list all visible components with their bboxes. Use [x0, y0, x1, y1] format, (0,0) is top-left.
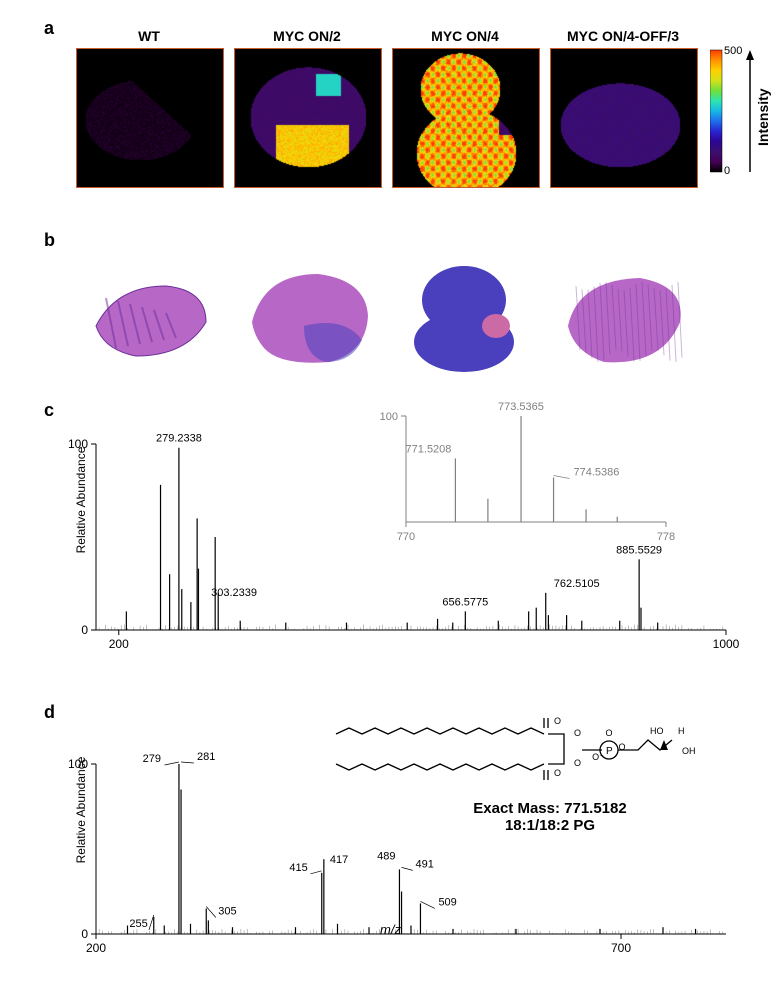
col-header-2: MYC ON/4: [392, 28, 538, 44]
heatmap-myc_on_2: [234, 48, 382, 188]
panel-d-ylabel: Relative Abundance: [74, 730, 88, 890]
heatmap-wt: [76, 48, 224, 188]
panel-d-annotation: Exact Mass: 771.5182 18:1/18:2 PG: [430, 800, 670, 834]
col-header-0: WT: [76, 28, 222, 44]
svg-text:O: O: [605, 728, 612, 738]
svg-text:489: 489: [377, 850, 395, 862]
heatmap-myc_on_4: [392, 48, 540, 188]
lipid-structure: OOOOPOO⁻OHOHOH: [330, 710, 730, 796]
svg-text:656.5775: 656.5775: [442, 596, 488, 608]
svg-text:200: 200: [86, 941, 106, 955]
svg-text:0: 0: [81, 623, 88, 637]
svg-text:279: 279: [143, 753, 161, 765]
svg-text:279.2338: 279.2338: [156, 433, 202, 445]
svg-text:303.2339: 303.2339: [211, 587, 257, 599]
svg-text:1000: 1000: [713, 637, 740, 651]
svg-text:509: 509: [438, 896, 456, 908]
svg-text:773.5365: 773.5365: [498, 401, 544, 413]
svg-text:O: O: [574, 758, 581, 768]
panel-label-a: a: [44, 18, 54, 39]
svg-text:0: 0: [81, 927, 88, 941]
svg-text:O: O: [554, 768, 561, 778]
svg-text:O⁻: O⁻: [592, 752, 604, 762]
svg-text:HO: HO: [650, 726, 664, 736]
histology-2: [392, 256, 538, 376]
svg-text:500: 500: [724, 45, 742, 57]
svg-text:200: 200: [109, 637, 129, 651]
exact-mass-line: Exact Mass: 771.5182: [430, 800, 670, 817]
histology-0: [76, 256, 222, 376]
col-header-3: MYC ON/4-OFF/3: [550, 28, 696, 44]
svg-text:281: 281: [197, 751, 215, 763]
svg-text:771.5208: 771.5208: [406, 443, 452, 455]
histology-1: [234, 256, 380, 376]
svg-text:O: O: [574, 728, 581, 738]
panel-c-ylabel: Relative Abundance: [74, 420, 88, 580]
svg-text:491: 491: [416, 858, 434, 870]
svg-text:P: P: [606, 746, 613, 757]
svg-text:415: 415: [289, 862, 307, 874]
svg-text:H: H: [678, 726, 685, 736]
intensity-colorbar: 500 0 Intensity: [710, 36, 772, 196]
svg-text:OH: OH: [682, 746, 696, 756]
svg-text:417: 417: [330, 854, 348, 866]
panel-label-b: b: [44, 230, 55, 251]
svg-text:100: 100: [380, 411, 398, 423]
svg-text:774.5386: 774.5386: [574, 466, 620, 478]
svg-text:305: 305: [218, 906, 236, 918]
svg-text:O: O: [554, 716, 561, 726]
histology-3: [550, 256, 696, 376]
panel-d-xlabel: m/z: [380, 922, 401, 937]
svg-text:255: 255: [129, 918, 147, 930]
spectrum-c-inset: 770 778 100 771.5208 773.5365 774.5386: [346, 382, 686, 548]
svg-text:762.5105: 762.5105: [554, 578, 600, 590]
heatmap-myc_on_4_off_3: [550, 48, 698, 188]
svg-text:0: 0: [724, 165, 730, 177]
lipid-id-line: 18:1/18:2 PG: [430, 817, 670, 834]
svg-text:770: 770: [397, 531, 415, 543]
svg-text:700: 700: [611, 941, 631, 955]
svg-text:778: 778: [657, 531, 675, 543]
svg-text:Intensity: Intensity: [755, 88, 771, 146]
panel-label-d: d: [44, 702, 55, 723]
col-header-1: MYC ON/2: [234, 28, 380, 44]
